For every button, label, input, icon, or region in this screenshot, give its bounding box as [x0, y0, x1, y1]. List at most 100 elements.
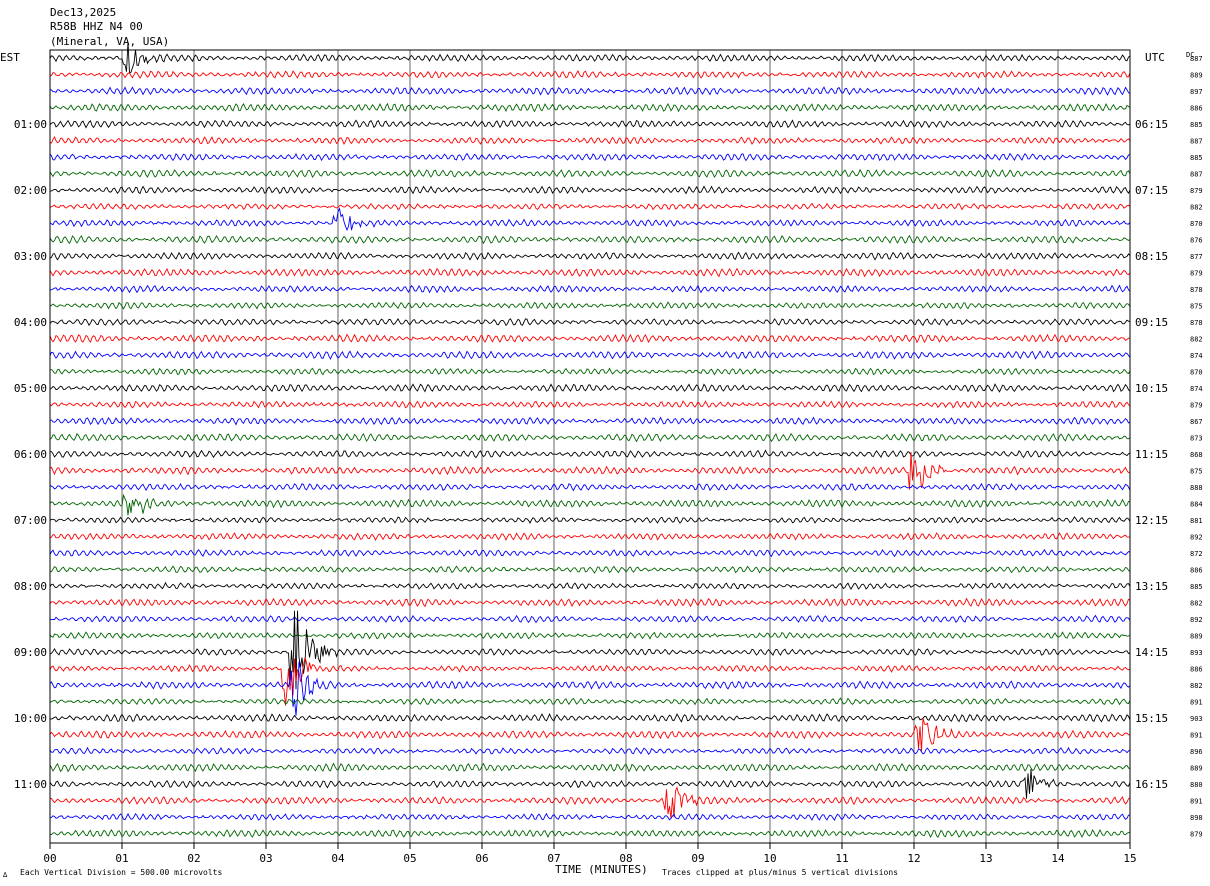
- trace-line: [49, 70, 1131, 79]
- dc-offset-label: 867: [1190, 418, 1203, 426]
- dc-offset-label: 887: [1190, 138, 1203, 146]
- trace-line: [49, 746, 1131, 755]
- x-tick-label: 04: [331, 852, 345, 865]
- trace-line: [49, 493, 1131, 516]
- left-hour-label: 07:00: [14, 514, 47, 527]
- trace-line: [49, 432, 1131, 443]
- x-tick-label: 11: [835, 852, 848, 865]
- trace-line: [49, 400, 1131, 409]
- trace-line: [49, 102, 1131, 113]
- x-tick-label: 08: [619, 852, 632, 865]
- header-date: Dec13,2025: [50, 6, 116, 19]
- x-tick-label: 05: [403, 852, 416, 865]
- trace-line: [49, 234, 1131, 245]
- right-hour-label: 10:15: [1135, 382, 1168, 395]
- right-hour-label: 11:15: [1135, 448, 1168, 461]
- dc-offset-label: 885: [1190, 154, 1203, 162]
- trace-line: [49, 697, 1131, 706]
- dc-offset-label: 903: [1190, 715, 1203, 723]
- dc-offset-label: 875: [1190, 303, 1203, 311]
- x-tick-label: 06: [475, 852, 488, 865]
- dc-offset-labels: 887 889 897 886 885 887 885 887 879 882 870 876 877 8…: [1190, 55, 1203, 839]
- dc-offset-label: 887: [1190, 55, 1203, 63]
- dc-offset-label: 875: [1190, 468, 1203, 476]
- dc-offset-label: 885: [1190, 121, 1203, 129]
- x-tick-label: 14: [1051, 852, 1065, 865]
- x-tick-label: 13: [979, 852, 992, 865]
- dc-offset-label: 882: [1190, 204, 1203, 212]
- left-hour-label: 06:00: [14, 448, 47, 461]
- dc-offset-label: 885: [1190, 583, 1203, 591]
- trace-line: [49, 516, 1131, 524]
- dc-offset-label: 873: [1190, 435, 1203, 443]
- dc-offset-label: 891: [1190, 732, 1203, 740]
- trace-line: [49, 829, 1131, 839]
- x-tick-label: 15: [1123, 852, 1136, 865]
- dc-offset-label: 879: [1190, 831, 1203, 839]
- dc-offset-label: 892: [1190, 534, 1203, 542]
- x-tick-label: 03: [259, 852, 272, 865]
- dc-offset-label: 882: [1190, 600, 1203, 608]
- dc-offset-label: 887: [1190, 171, 1203, 179]
- left-hour-label: 10:00: [14, 712, 47, 725]
- dc-offset-label: 891: [1190, 699, 1203, 707]
- trace-line: [49, 452, 1131, 490]
- right-hour-label: 08:15: [1135, 250, 1168, 263]
- trace-line: [49, 712, 1131, 723]
- dc-offset-label: 886: [1190, 567, 1203, 575]
- vertical-grid: [121, 50, 1059, 843]
- trace-line: [49, 267, 1131, 278]
- right-hour-label: 07:15: [1135, 184, 1168, 197]
- footer-clip-note: Traces clipped at plus/minus 5 vertical …: [662, 868, 898, 877]
- dc-offset-label: 870: [1190, 369, 1203, 377]
- left-hour-label: 11:00: [14, 778, 47, 791]
- right-hour-label: 15:15: [1135, 712, 1168, 725]
- right-hour-label: 16:15: [1135, 778, 1168, 791]
- trace-line: [49, 119, 1131, 129]
- footer-scale-note: Each Vertical Division = 500.00 microvol…: [20, 868, 222, 877]
- trace-line: [49, 86, 1131, 96]
- trace-line: [49, 301, 1131, 310]
- dc-offset-label: 879: [1190, 270, 1203, 278]
- dc-offset-label: 889: [1190, 72, 1203, 80]
- x-tick-label: 07: [547, 852, 560, 865]
- left-hour-label: 05:00: [14, 382, 47, 395]
- right-hour-label: 13:15: [1135, 580, 1168, 593]
- trace-line: [49, 581, 1131, 590]
- trace-line: [49, 532, 1131, 541]
- trace-line: [49, 350, 1131, 360]
- trace-line: [49, 449, 1131, 459]
- trace-line: [49, 631, 1131, 640]
- right-hour-label: 12:15: [1135, 514, 1168, 527]
- dc-offset-label: 876: [1190, 237, 1203, 245]
- trace-line: [49, 202, 1131, 211]
- trace-line: [49, 318, 1131, 327]
- trace-line: [49, 769, 1131, 799]
- dc-offset-label: 877: [1190, 253, 1203, 261]
- dc-offset-label: 888: [1190, 484, 1203, 492]
- trace-line: [49, 152, 1131, 162]
- trace-line: [49, 168, 1131, 179]
- header-location: (Mineral, VA, USA): [50, 35, 169, 48]
- trace-line: [49, 565, 1131, 574]
- x-tick-label: 01: [115, 852, 128, 865]
- trace-line: [49, 41, 1131, 74]
- dc-offset-label: 889: [1190, 633, 1203, 641]
- x-tick-label: 10: [763, 852, 776, 865]
- x-axis-ticks: 00 01 02 03 04 05 06 07 08 09 10 11 12 13 14 15: [43, 843, 1137, 865]
- x-tick-label: 00: [43, 852, 56, 865]
- trace-line: [49, 416, 1131, 426]
- dc-offset-label: 896: [1190, 748, 1203, 756]
- dc-offset-label: 884: [1190, 501, 1203, 509]
- dc-offset-label: 878: [1190, 319, 1203, 327]
- left-hour-label: 04:00: [14, 316, 47, 329]
- dc-offset-label: 886: [1190, 105, 1203, 113]
- dc-offset-label: 870: [1190, 220, 1203, 228]
- trace-line: [49, 367, 1131, 376]
- dc-offset-label: 898: [1190, 814, 1203, 822]
- left-hour-label: 02:00: [14, 184, 47, 197]
- dc-header-label: DC: [1186, 51, 1194, 59]
- x-tick-label: 02: [187, 852, 200, 865]
- dc-offset-label: 872: [1190, 550, 1203, 558]
